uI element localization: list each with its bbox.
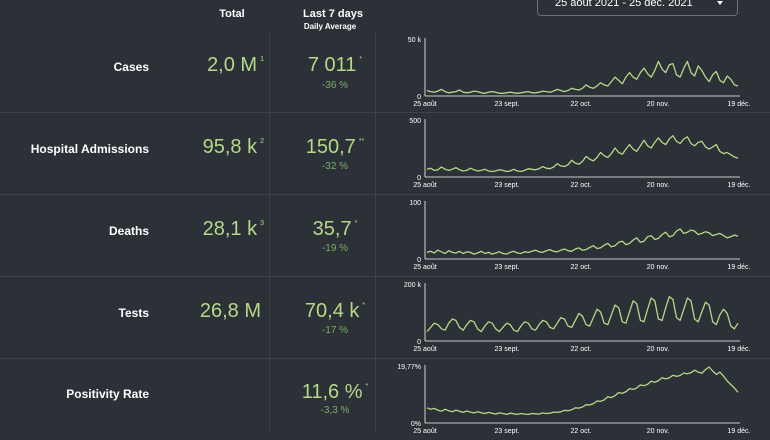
metric-daily-average: 11,6 % * [301, 381, 369, 403]
metric-change: -36 % [321, 80, 349, 91]
y-tick-label: 0 [417, 339, 421, 346]
y-tick-label: 0 [417, 94, 421, 101]
chevron-down-icon [717, 1, 723, 5]
metric-change: -19 % [321, 243, 349, 254]
x-tick-label: 20 nov. [647, 101, 669, 108]
metric-change: -3,3 % [320, 405, 350, 416]
y-tick-label: 0 [417, 175, 421, 182]
x-tick-label: 25 août [413, 428, 436, 435]
footnote-marker: 2 [260, 138, 264, 146]
footnote-marker: * [354, 220, 358, 228]
series-line [426, 366, 739, 416]
metric-label: Tests [118, 306, 149, 320]
column-header-total: Total [219, 8, 245, 20]
trend-chart-deaths: 0 100 25 août 23 sept. 22 oct. 20 nov. 19 déc. [400, 199, 750, 271]
x-tick-label: 19 déc. [728, 264, 751, 271]
metric-daily-average: 35,7 * [312, 218, 358, 240]
metric-daily-average: 70,4 k * [304, 300, 366, 322]
x-tick-label: 25 août [413, 101, 436, 108]
x-tick-label: 23 sept. [495, 182, 520, 189]
trend-chart-cases: 0 50 k 25 août 23 sept. 22 oct. 20 nov. 19 déc… [400, 36, 751, 108]
row-divider [0, 194, 770, 195]
series-line [426, 60, 739, 94]
metric-daily-average: 150,7 ** [305, 136, 365, 158]
trend-chart-positivity-rate: 0% 19,77% 25 août 23 sept. 22 oct. 20 nov. 19 … [397, 363, 750, 435]
trend-chart-hospital-admissions: 0 500 25 août 23 sept. 22 oct. 20 nov. 19 déc. [400, 117, 750, 189]
x-tick-label: 23 sept. [495, 101, 520, 108]
series-line [426, 295, 739, 333]
y-tick-label: 19,77% [397, 364, 421, 371]
x-tick-label: 22 oct. [570, 428, 591, 435]
footnote-marker: 1 [260, 56, 264, 64]
footnote-marker: * [365, 383, 369, 391]
y-tick-label: 0 [417, 257, 421, 264]
date-range-selector[interactable]: 25 août 2021 - 25 déc. 2021 [537, 0, 738, 16]
x-tick-label: 20 nov. [647, 182, 669, 189]
metric-change: -32 % [321, 161, 349, 172]
x-tick-label: 22 oct. [570, 182, 591, 189]
metric-label: Deaths [108, 224, 149, 238]
column-divider [269, 32, 270, 433]
column-divider [375, 32, 376, 433]
column-header-last-7-days: Last 7 days [303, 8, 363, 20]
y-tick-label: 0% [411, 421, 421, 428]
metric-row-positivity-rate: Positivity Rate 11,6 % * -3,3 % 0% 19,77% 2… [0, 358, 770, 440]
trend-chart-tests: 0 200 k 25 août 23 sept. 22 oct. 20 nov. 19 dé… [400, 281, 751, 353]
x-tick-label: 19 déc. [728, 182, 751, 189]
x-tick-label: 20 nov. [647, 346, 669, 353]
x-tick-label: 23 sept. [495, 264, 520, 271]
footnote-marker: * [362, 302, 366, 310]
series-line [426, 135, 739, 173]
row-divider [0, 358, 770, 359]
row-divider [0, 112, 770, 113]
metric-total: 26,8 M [199, 300, 261, 322]
metric-change: -17 % [321, 325, 349, 336]
x-tick-label: 22 oct. [570, 264, 591, 271]
metric-daily-average: 7 011 * [307, 54, 363, 76]
y-tick-label: 100 [409, 200, 421, 207]
date-range-value: 25 août 2021 - 25 déc. 2021 [555, 0, 693, 9]
x-tick-label: 20 nov. [647, 428, 669, 435]
x-tick-label: 23 sept. [495, 346, 520, 353]
x-tick-label: 20 nov. [647, 264, 669, 271]
x-tick-label: 25 août [413, 264, 436, 271]
y-tick-label: 50 k [408, 37, 422, 44]
metric-label: Positivity Rate [66, 387, 149, 401]
series-line [426, 228, 739, 255]
row-divider [0, 276, 770, 277]
x-tick-label: 19 déc. [728, 346, 751, 353]
y-tick-label: 500 [409, 118, 421, 125]
footnote-marker: ** [358, 138, 365, 146]
footnote-marker: 3 [260, 220, 264, 228]
x-tick-label: 22 oct. [570, 101, 591, 108]
x-tick-label: 19 déc. [728, 428, 751, 435]
x-tick-label: 23 sept. [495, 428, 520, 435]
footnote-marker: * [359, 56, 363, 64]
x-tick-label: 19 déc. [728, 101, 751, 108]
x-tick-label: 22 oct. [570, 346, 591, 353]
metric-label: Cases [113, 60, 149, 74]
column-header-daily-average: Daily Average [303, 22, 357, 31]
x-tick-label: 25 août [413, 346, 436, 353]
x-tick-label: 25 août [413, 182, 436, 189]
metric-label: Hospital Admissions [30, 142, 149, 156]
y-tick-label: 200 k [404, 282, 422, 289]
metric-row-tests: Tests 26,8 M 70,4 k * -17 % 0 200 k 25 août… [0, 276, 770, 358]
